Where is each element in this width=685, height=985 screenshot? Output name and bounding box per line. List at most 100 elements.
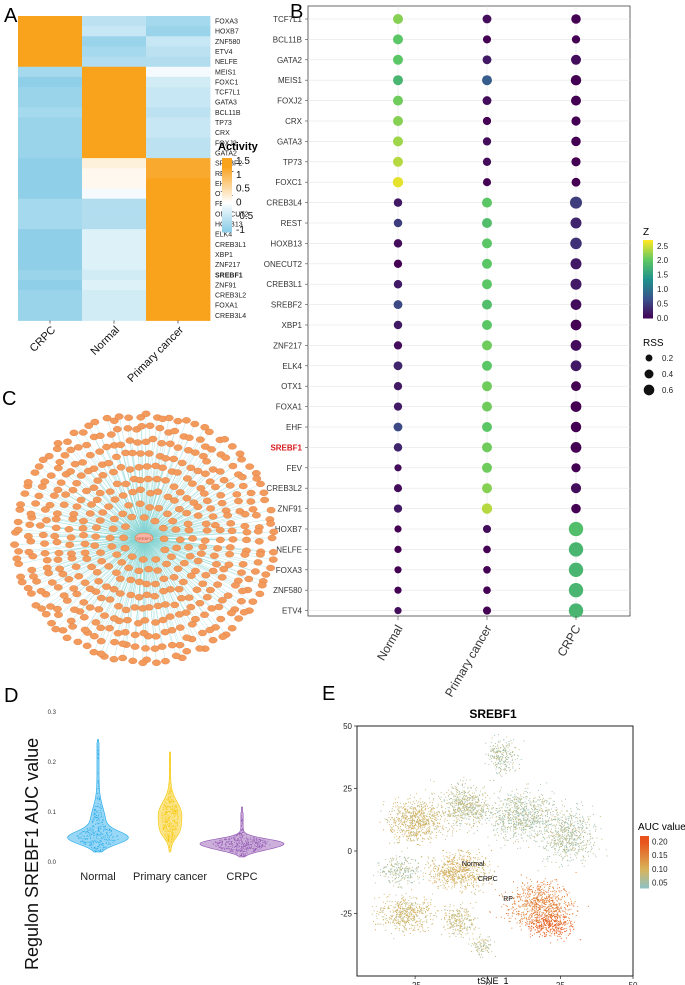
violin-point — [167, 835, 169, 837]
heatmap-cell — [146, 137, 211, 149]
tsne-point — [407, 809, 409, 811]
tsne-point — [453, 800, 455, 802]
tsne-point — [459, 794, 461, 796]
violin-point — [167, 839, 169, 841]
tsne-point — [461, 801, 463, 803]
tsne-point — [487, 836, 489, 838]
network-node — [190, 449, 200, 456]
network-node — [46, 472, 56, 479]
tsne-point — [579, 848, 581, 850]
dotplot-dot — [393, 75, 403, 86]
tsne-point — [429, 811, 431, 813]
heatmap-cell — [82, 269, 147, 281]
network-node — [73, 638, 83, 646]
network-node — [120, 545, 130, 552]
violin-point — [165, 838, 167, 840]
network-edge — [58, 537, 145, 615]
tsne-point — [530, 812, 532, 814]
network-edge — [132, 453, 145, 539]
tsne-point — [551, 825, 553, 827]
tsne-point — [523, 809, 525, 811]
network-edge — [78, 537, 145, 577]
violin-point — [163, 804, 165, 806]
tsne-point — [455, 787, 457, 789]
heatmap-row-label: NELFE — [215, 59, 238, 66]
network-node — [125, 437, 135, 444]
violin-point — [172, 826, 174, 828]
tsne-point — [551, 839, 553, 841]
tsne-point — [488, 810, 490, 812]
heatmap-row-label: FOXA1 — [215, 303, 238, 310]
network-node — [187, 621, 197, 628]
tsne-point — [462, 813, 464, 815]
violin-point — [92, 830, 94, 832]
tsne-point — [542, 846, 544, 848]
tsne-point — [402, 824, 404, 826]
violin-point — [167, 818, 169, 820]
tsne-point — [462, 790, 464, 792]
violin-point — [102, 843, 104, 845]
network-node — [59, 501, 69, 508]
network-node — [108, 525, 118, 532]
heatmap-cell — [146, 279, 211, 291]
tsne-point — [517, 797, 519, 799]
network-node — [177, 595, 186, 602]
tsne-point — [469, 824, 471, 826]
dotplot-dot — [393, 136, 403, 147]
network-node — [53, 486, 63, 494]
tsne-point — [428, 828, 430, 830]
tsne-point — [408, 801, 410, 803]
tsne-point — [481, 810, 483, 812]
tsne-point — [400, 826, 402, 828]
tsne-point — [563, 851, 565, 853]
tsne-point — [454, 811, 456, 814]
network-node — [42, 557, 52, 564]
tsne-point — [455, 808, 457, 811]
network-node — [221, 454, 231, 461]
tsne-point — [503, 814, 505, 816]
network-node — [96, 549, 105, 556]
tsne-point — [462, 798, 464, 800]
tsne-point — [515, 809, 517, 811]
network-node — [80, 579, 90, 586]
tsne-point — [463, 808, 465, 810]
tsne-point — [479, 794, 481, 796]
tsne-point — [544, 830, 546, 832]
tsne-point — [437, 818, 439, 820]
tsne-point — [429, 817, 431, 819]
heatmap-legend-swatch — [222, 220, 232, 223]
violin-point — [176, 814, 179, 816]
violin-point — [102, 848, 104, 851]
tsne-point — [394, 798, 397, 800]
network-node — [223, 512, 232, 519]
tsne-point — [428, 815, 431, 817]
tsne-point — [512, 819, 514, 821]
violin-point — [100, 828, 102, 830]
tsne-point — [460, 804, 462, 806]
tsne-point — [564, 798, 566, 800]
tsne-point — [420, 835, 422, 837]
network-node — [151, 633, 161, 640]
tsne-point — [530, 802, 532, 804]
tsne-point — [391, 828, 393, 830]
violin-point — [171, 828, 173, 830]
tsne-point — [469, 790, 471, 792]
network-node — [195, 436, 205, 443]
heatmap-cell — [146, 259, 211, 271]
violin-point — [169, 832, 171, 835]
z-legend-tick: 1.5 — [657, 271, 669, 280]
tsne-point — [563, 814, 565, 816]
tsne-point — [431, 808, 433, 810]
tsne-point — [459, 813, 461, 815]
violin-point — [101, 836, 103, 839]
tsne-point — [435, 834, 437, 836]
tsne-point — [452, 822, 454, 824]
network-node — [169, 497, 179, 504]
z-legend-swatch — [643, 280, 653, 283]
network-node — [78, 429, 88, 436]
network-node — [124, 502, 134, 509]
dotplot-dot — [394, 586, 402, 594]
network-node — [144, 450, 154, 457]
tsne-point — [434, 818, 436, 821]
violin-point — [166, 811, 168, 813]
